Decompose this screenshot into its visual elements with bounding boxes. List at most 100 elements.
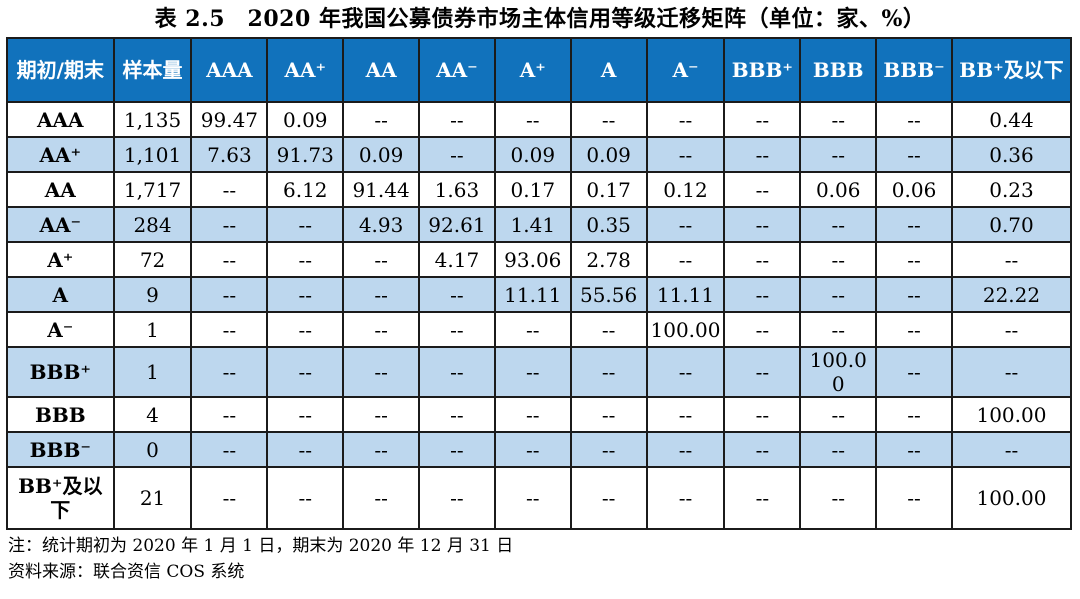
value-cell: --: [799, 206, 878, 243]
value-cell: 100.00: [799, 346, 878, 398]
value-cell: --: [493, 431, 572, 468]
value-cell: 93.06: [493, 241, 572, 278]
value-cell: 100.00: [950, 396, 1073, 433]
value-cell: --: [645, 346, 726, 398]
row-label-cell: AA⁻: [6, 206, 115, 243]
value-cell: --: [493, 466, 572, 530]
value-cell: 0.23: [950, 171, 1073, 208]
row-label-cell: BB⁺及以下: [6, 466, 115, 530]
row-label-cell: BBB⁺: [6, 346, 115, 398]
value-cell: --: [266, 346, 345, 398]
value-cell: 1.63: [418, 171, 496, 208]
sample-count-cell: 21: [112, 466, 193, 530]
value-cell: --: [875, 466, 953, 530]
table-row-AA⁻: AA⁻ 284 -- -- 4.93 92.61 1.41 0.35 -- -- -- -- 0.70: [6, 206, 1073, 243]
value-cell: 100.00: [645, 311, 726, 348]
sample-count-cell: 1,101: [112, 136, 193, 173]
column-header-6: A⁺: [493, 37, 572, 103]
value-cell: --: [645, 241, 726, 278]
sample-count-cell: 72: [112, 241, 193, 278]
value-cell: --: [190, 171, 269, 208]
value-cell: --: [950, 311, 1073, 348]
value-cell: --: [799, 276, 878, 313]
table-row-A: A 9 -- -- -- -- 11.11 55.56 11.11 -- -- -- 22.22: [6, 276, 1073, 313]
value-cell: --: [418, 311, 496, 348]
value-cell: 4.17: [418, 241, 496, 278]
value-cell: --: [493, 396, 572, 433]
value-cell: --: [799, 431, 878, 468]
table-notes: 注：统计期初为 2020 年 1 月 1 日，期末为 2020 年 12 月 3…: [6, 533, 1074, 585]
value-cell: --: [266, 311, 345, 348]
column-header-9: BBB⁺: [723, 37, 802, 103]
note-period: 注：统计期初为 2020 年 1 月 1 日，期末为 2020 年 12 月 3…: [8, 536, 514, 556]
row-label-cell: A⁺: [6, 241, 115, 278]
value-cell: --: [342, 431, 421, 468]
column-header-11: BBB⁻: [875, 37, 953, 103]
sample-count-cell: 4: [112, 396, 193, 433]
value-cell: --: [799, 396, 878, 433]
column-header-4: AA: [342, 37, 421, 103]
value-cell: --: [723, 136, 802, 173]
table-body: AAA 1,135 99.47 0.09 -- -- -- -- -- -- -- -- 0.44 AA⁺…: [6, 101, 1073, 530]
value-cell: --: [418, 396, 496, 433]
value-cell: --: [190, 346, 269, 398]
row-label-cell: BBB: [6, 396, 115, 433]
sample-count-cell: 9: [112, 276, 193, 313]
page-title: 表 2.5 2020 年我国公募债券市场主体信用等级迁移矩阵（单位：家、%）: [154, 6, 926, 32]
value-cell: --: [493, 101, 572, 138]
column-header-8: A⁻: [645, 37, 726, 103]
value-cell: --: [723, 206, 802, 243]
value-cell: 0.09: [569, 136, 648, 173]
value-cell: --: [875, 276, 953, 313]
value-cell: --: [723, 241, 802, 278]
value-cell: --: [875, 101, 953, 138]
table-row-BBB: BBB 4 -- -- -- -- -- -- -- -- -- -- 100.00: [6, 396, 1073, 433]
value-cell: --: [418, 276, 496, 313]
table-row-AA⁺: AA⁺ 1,101 7.63 91.73 0.09 -- 0.09 0.09 -- -- -- -- 0…: [6, 136, 1073, 173]
value-cell: --: [723, 101, 802, 138]
row-label-cell: AAA: [6, 101, 115, 138]
value-cell: --: [190, 311, 269, 348]
sample-count-cell: 1,135: [112, 101, 193, 138]
column-header-5: AA⁻: [418, 37, 496, 103]
value-cell: --: [645, 466, 726, 530]
table-row-A⁺: A⁺ 72 -- -- -- 4.17 93.06 2.78 -- -- -- -- --: [6, 241, 1073, 278]
value-cell: 0.12: [645, 171, 726, 208]
value-cell: 100.00: [950, 466, 1073, 530]
table-row-AA: AA 1,717 -- 6.12 91.44 1.63 0.17 0.17 0.12 -- 0.06…: [6, 171, 1073, 208]
value-cell: --: [342, 346, 421, 398]
value-cell: --: [723, 311, 802, 348]
value-cell: 0.44: [950, 101, 1073, 138]
value-cell: --: [799, 241, 878, 278]
value-cell: 55.56: [569, 276, 648, 313]
value-cell: --: [418, 101, 496, 138]
value-cell: --: [723, 466, 802, 530]
value-cell: --: [342, 241, 421, 278]
value-cell: --: [875, 431, 953, 468]
value-cell: 4.93: [342, 206, 421, 243]
rating-migration-matrix-table: 期初/期末 样本量 AAA AA⁺ AA AA⁻ A⁺ A A⁻ BBB⁺ BBB BBB⁻ BB⁺及以…: [6, 37, 1073, 530]
table-row-A⁻: A⁻ 1 -- -- -- -- -- -- 100.00 -- -- -- --: [6, 311, 1073, 348]
value-cell: 11.11: [493, 276, 572, 313]
value-cell: --: [723, 346, 802, 398]
value-cell: 22.22: [950, 276, 1073, 313]
header-row: 期初/期末 样本量 AAA AA⁺ AA AA⁻ A⁺ A A⁻ BBB⁺ BBB BBB⁻ BB⁺及以…: [6, 37, 1073, 103]
value-cell: --: [950, 431, 1073, 468]
value-cell: 7.63: [190, 136, 269, 173]
table-row-BB⁺及以下: BB⁺及以下 21 -- -- -- -- -- -- -- -- -- -- 100.00: [6, 466, 1073, 530]
value-cell: --: [418, 431, 496, 468]
value-cell: 2.78: [569, 241, 648, 278]
row-label-cell: AA⁺: [6, 136, 115, 173]
value-cell: 6.12: [266, 171, 345, 208]
value-cell: --: [493, 346, 572, 398]
value-cell: --: [875, 206, 953, 243]
sample-count-cell: 1: [112, 311, 193, 348]
note-source: 资料来源：联合资信 COS 系统: [8, 562, 245, 582]
value-cell: --: [645, 206, 726, 243]
value-cell: --: [723, 396, 802, 433]
value-cell: 1.41: [493, 206, 572, 243]
value-cell: --: [799, 466, 878, 530]
column-header-10: BBB: [799, 37, 878, 103]
value-cell: --: [569, 101, 648, 138]
value-cell: --: [418, 466, 496, 530]
